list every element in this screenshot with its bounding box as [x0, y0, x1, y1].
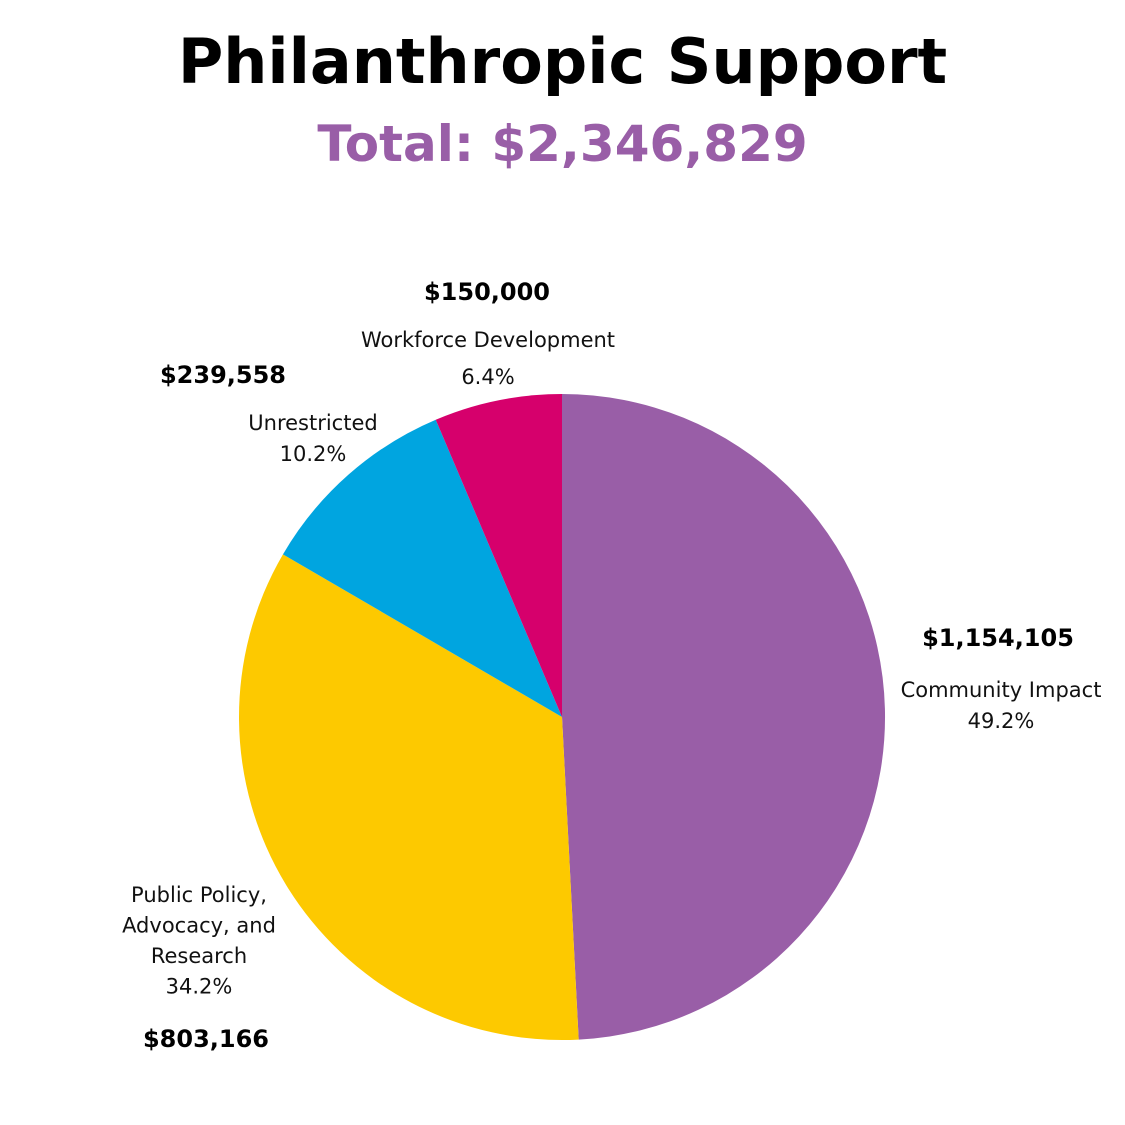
pie-slice-unrestricted	[282, 419, 562, 717]
category-line-policy: Research	[151, 944, 247, 968]
category-label-policy: Public Policy, Advocacy, and Research 34.2%	[122, 883, 276, 999]
pie-slices	[239, 394, 886, 1041]
category-label-workforce: Workforce Development 6.4%	[361, 328, 615, 389]
value-label-community: $1,154,105	[922, 624, 1074, 652]
category-label-unrestricted: Unrestricted 10.2%	[248, 411, 377, 466]
value-label-workforce: $150,000	[424, 278, 550, 306]
pie-labels: $1,154,105 Community Impact 49.2% $803,166 P…	[122, 278, 1101, 1053]
percent-label-workforce: 6.4%	[461, 365, 514, 389]
percent-label-unrestricted: 10.2%	[280, 442, 347, 466]
category-line-workforce: Workforce Development	[361, 328, 615, 352]
category-label-community: Community Impact 49.2%	[901, 678, 1102, 733]
category-line-unrestricted: Unrestricted	[248, 411, 377, 435]
chart-subtitle: Total: $2,346,829	[317, 115, 808, 173]
category-line-policy: Public Policy,	[131, 883, 267, 907]
pie-slice-policy	[239, 554, 579, 1041]
category-line-policy: Advocacy, and	[122, 914, 276, 938]
value-label-unrestricted: $239,558	[160, 361, 286, 389]
percent-label-community: 49.2%	[968, 709, 1035, 733]
pie-slice-workforce	[435, 394, 562, 717]
chart-title: Philanthropic Support	[177, 25, 948, 98]
category-line-community: Community Impact	[901, 678, 1102, 702]
value-label-policy: $803,166	[143, 1025, 269, 1053]
pie-slice-community	[562, 394, 886, 1040]
percent-label-policy: 34.2%	[166, 975, 233, 999]
